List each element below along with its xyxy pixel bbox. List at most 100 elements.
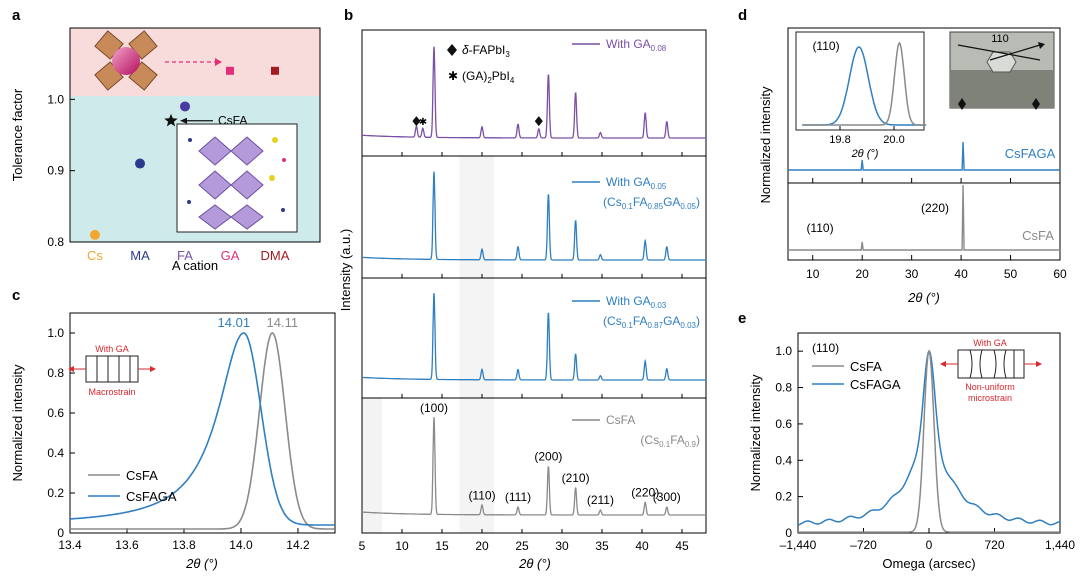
csfaga-curve [69,332,335,526]
y-tick-label: 0.6 [47,406,64,420]
shaded-band [362,398,382,533]
reflection-label: (110) [812,341,839,355]
legend-csfa: CsFA [850,359,882,374]
legend: CsFA CsFAGA [88,468,177,504]
peak-label: (110) [468,488,495,502]
x-tick-label: 30 [905,267,919,281]
peak-labels: (100) (110) (111) (200)(210) (211) (220)(300) [420,401,681,507]
peak-label-220: (220) [921,201,949,215]
peak-label-110: (110) [806,221,833,235]
legend: CsFA CsFAGA [812,359,901,392]
y-tick-label: 0.2 [47,486,64,500]
crystal-structure-inset [176,123,298,233]
peak-label: (220) [631,485,659,499]
x-tick-label: 1,440 [1045,538,1075,552]
legend-csfaga: CsFAGA [850,377,901,392]
x-tick-label: DMA [261,248,290,263]
trace-3 [362,417,706,516]
y-tick-label: 1.0 [47,92,64,106]
diamond-icon [412,116,421,127]
x-tick-label: MA [130,248,150,263]
diffraction-traces [361,46,706,533]
x-tick-label: 20 [856,267,870,281]
csfa-curve [798,349,1060,533]
shaded-band [470,156,494,533]
x-tick-label: –1,440 [780,538,817,552]
panel-d: 10 20 30 40 50 60 Normalized intensity 2θ (°)… [758,27,1067,305]
peak-label: (200) [534,449,562,463]
x-tick-label: 25 [515,539,529,553]
plot-frame [69,27,321,243]
peak-label-csfa: 14.11 [267,315,299,330]
legend-csfaga: CsFAGA [126,489,177,504]
y-tick-label: 0.8 [47,366,64,380]
panel-label-b: b [344,7,353,24]
x-tick-label: 720 [984,538,1004,552]
y-tick-label: 0.6 [775,417,792,431]
panel-e: –1,440 –720 0 720 1,440 0 0.2 0.4 0.6 0.8 1.0 Norm… [748,332,1075,571]
y-axis-label: Tolerance factor [10,88,25,181]
x-tick-label: 30 [555,539,569,553]
panel-label-d: d [738,7,747,24]
panel-label-c: c [12,287,20,304]
series-legends: With GA0.08 With GA0.05 (Cs0.1FA0.85GA0.05… [572,37,700,449]
legend-csfa: CsFA [1022,228,1054,243]
panel-a: 0.8 0.9 1.0 Cs MA FA GA DMA Tolerance factor A… [10,27,321,273]
x-tick-label: 5 [359,539,366,553]
legend-composition: (Cs0.1FA0.87GA0.03) [603,314,700,330]
x-tick-label: 13.6 [115,538,139,552]
panel-c: 13.4 13.6 13.8 14.0 14.2 0 0.2 0.4 0.6 0.8 1.0 Nor… [10,312,336,571]
y-tick-label: 0.4 [47,446,64,460]
x-tick-label: 15 [435,539,449,553]
panel-label-a: a [12,7,21,24]
x-tick-label: 45 [675,539,689,553]
trace-1 [362,171,706,261]
legend-delta: δ-FAPbI3 [462,43,510,59]
x-tick-label: 10 [395,539,409,553]
inset-bottom-label-2: microstrain [968,393,1012,403]
y-tick-label: 0.8 [775,381,792,395]
x-tick-label: FA [177,248,193,263]
peak-label: (211) [587,493,614,507]
y-tick-label: 0 [785,526,792,540]
y-tick-label: 0.4 [775,453,792,467]
legend-markers: δ-FAPbI3 ✱ (GA)2PbI4 [447,43,515,85]
inset-tick-0: 19.8 [829,134,850,146]
y-axis-label: Normalized intensity [758,86,773,204]
legend-series-name: With GA0.03 [606,294,667,310]
peak-label: (210) [562,471,590,485]
data-point [135,158,145,169]
x-tick-label: 13.4 [58,538,82,552]
x-tick-label: 0 [926,538,933,552]
y-axis-label: Normalized intensity [10,364,25,482]
y-tick-label: 0.2 [775,490,792,504]
asterisk-icon: ✱ [448,69,458,83]
x-axis-label: 2θ (°) [185,556,218,571]
x-tick-label: 14.0 [229,538,253,552]
x-tick-label: –720 [850,538,877,552]
zoom-inset: (110) 19.8 20.0 2θ (°) [795,31,927,160]
inset-top-label: With GA [95,344,129,354]
inset-label: (110) [812,39,839,53]
x-tick-label: 10 [806,267,820,281]
csfa-curve [70,332,335,530]
csfa-trace [788,184,1060,251]
x-ticks: Cs MA FA GA DMA [87,248,290,263]
peak-label: (100) [420,401,448,415]
diamond-icon [1032,98,1040,110]
y-axis-label: Normalized intensity [748,374,763,492]
y-tick-label: 1.0 [775,344,792,358]
diamond-icon [534,116,543,127]
x-axis-label: A cation [172,258,218,273]
shaded-bands [459,156,494,533]
stack-frames [361,29,707,534]
legend-csfaga: CsFAGA [1005,146,1056,161]
y-tick-label: 0 [57,526,64,540]
phase-markers: ✱ [412,116,543,128]
x-tick-label: 40 [635,539,649,553]
macrostrain-inset: With GA Macrostrain [68,344,156,397]
y-tick-label: 0.8 [47,235,64,249]
plot-frame [69,312,336,534]
photo-label: 110 [991,33,1009,45]
x-tick-label: 60 [1053,267,1067,281]
